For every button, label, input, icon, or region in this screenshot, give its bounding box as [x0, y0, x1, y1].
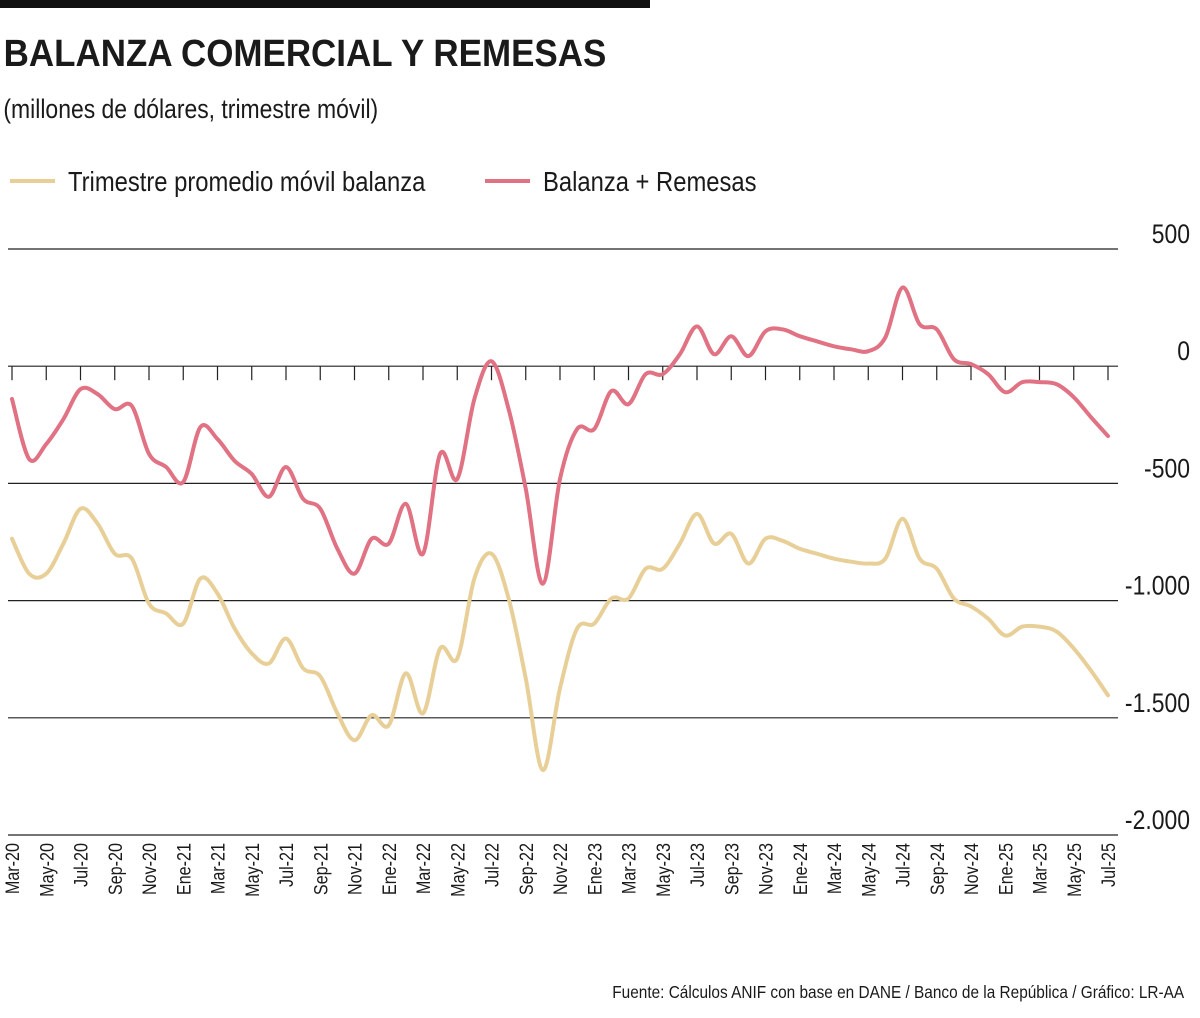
- chart-subtitle: (millones de dólares, trimestre móvil): [3, 94, 378, 124]
- y-tick-label: 0: [1177, 336, 1190, 366]
- top-bar: [0, 0, 650, 8]
- series-line: [10, 506, 1110, 773]
- x-tick-label: Sep-23: [721, 843, 743, 895]
- source: Fuente: Cálculos ANIF con base en DANE /…: [612, 982, 1185, 1002]
- x-tick-label: May-25: [1064, 843, 1086, 897]
- x-tick-label: May-21: [242, 843, 264, 897]
- x-tick-label: Mar-25: [1029, 843, 1051, 894]
- x-tick-label: May-24: [858, 843, 880, 897]
- x-tick-label: Ene-21: [173, 843, 195, 895]
- x-tick-label: Jul-20: [70, 843, 92, 887]
- x-tick-label: Jul-21: [276, 843, 298, 887]
- x-tick-label: Nov-24: [961, 843, 983, 895]
- x-tick-label: Nov-22: [550, 843, 572, 895]
- x-tick-label: Ene-23: [584, 843, 606, 895]
- y-tick-label: -1.000: [1125, 571, 1190, 601]
- x-tick-label: Nov-21: [344, 843, 366, 895]
- x-tick-label: Jul-24: [892, 843, 914, 887]
- x-tick-label: Mar-20: [2, 843, 24, 894]
- x-tick-label: May-20: [36, 843, 58, 897]
- x-tick-label: Ene-22: [379, 843, 401, 895]
- x-tick-label: Jul-23: [687, 843, 709, 887]
- y-tick-label: -1.500: [1125, 688, 1190, 718]
- x-tick-label: Nov-20: [139, 843, 161, 895]
- legend-label: Trimestre promedio móvil balanza: [68, 165, 426, 197]
- x-tick-label: Sep-21: [310, 843, 332, 895]
- x-tick-label: Sep-20: [105, 843, 127, 895]
- y-tick-label: 500: [1152, 219, 1190, 249]
- x-tick-label: Ene-24: [790, 843, 812, 895]
- x-tick-label: Sep-22: [516, 843, 538, 895]
- x-tick-label: Mar-21: [207, 843, 229, 894]
- x-tick-label: Ene-25: [995, 843, 1017, 895]
- x-tick-label: Jul-25: [1098, 843, 1120, 887]
- y-tick-label: -2.000: [1125, 805, 1190, 835]
- x-tick-label: Sep-24: [927, 843, 949, 895]
- legend-label: Balanza + Remesas: [543, 165, 757, 197]
- x-tick-label: Mar-24: [824, 843, 846, 894]
- chart-title: BALANZA COMERCIAL Y REMESAS: [4, 32, 607, 75]
- x-tick-label: May-22: [447, 843, 469, 897]
- x-tick-label: May-23: [653, 843, 675, 897]
- y-tick-label: -500: [1144, 454, 1190, 484]
- series-line: [10, 285, 1110, 586]
- x-tick-label: Mar-23: [618, 843, 640, 894]
- x-tick-label: Mar-22: [413, 843, 435, 894]
- x-tick-label: Nov-23: [755, 843, 777, 895]
- x-tick-label: Jul-22: [481, 843, 503, 887]
